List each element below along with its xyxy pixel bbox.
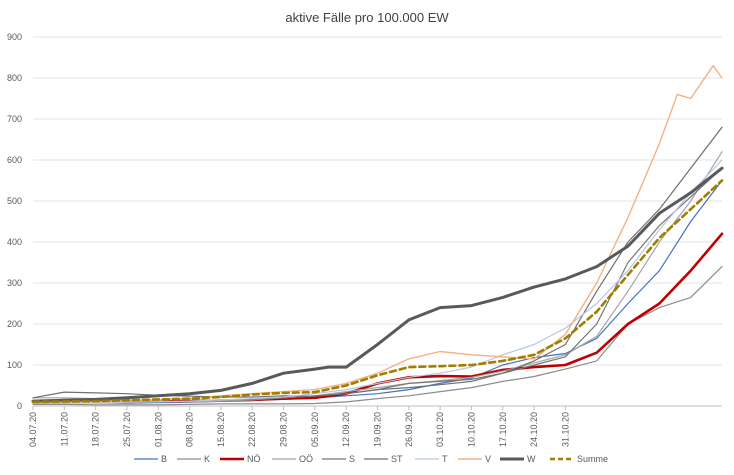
series-lines — [31, 65, 724, 406]
x-tick-label: 05.09.20 — [310, 412, 320, 447]
series-line-Summe — [31, 179, 724, 404]
y-tick-label: 500 — [7, 196, 22, 206]
x-tick-label: 04.07.20 — [28, 412, 38, 447]
x-tick-label: 12.09.20 — [341, 412, 351, 447]
y-axis-ticks: 0 100 200 300 400 500 600 700 800 900 — [7, 32, 22, 411]
legend-label-Summe: Summe — [577, 454, 608, 464]
y-tick-label: 200 — [7, 319, 22, 329]
y-tick-label: 600 — [7, 155, 22, 165]
x-tick-label: 11.07.20 — [59, 412, 69, 446]
y-tick-label: 100 — [7, 360, 22, 370]
x-tick-label: 17.10.20 — [498, 412, 508, 447]
legend-label-S: S — [349, 454, 355, 464]
series-line-V — [32, 65, 723, 403]
legend-label-V: V — [485, 454, 491, 464]
x-tick-label: 08.08.20 — [185, 412, 195, 447]
gridlines — [33, 36, 722, 407]
chart-title: aktive Fälle pro 100.000 EW — [285, 10, 449, 25]
x-tick-label: 01.08.20 — [153, 412, 163, 447]
legend-label-W: W — [527, 454, 536, 464]
legend-label-ST: ST — [391, 454, 403, 464]
x-tick-label: 18.07.20 — [91, 412, 101, 447]
x-axis-ticks: 04.07.20 11.07.20 18.07.20 25.07.20 01.08.20… — [28, 406, 570, 447]
legend: B K NÖ OÖ S ST T V W Summe — [134, 454, 608, 464]
legend-label-B: B — [161, 454, 167, 464]
y-tick-label: 900 — [7, 32, 22, 42]
series-line-OÖ — [32, 151, 723, 403]
x-tick-label: 24.10.20 — [529, 412, 539, 447]
y-tick-label: 700 — [7, 114, 22, 124]
y-tick-label: 400 — [7, 237, 22, 247]
y-tick-label: 0 — [17, 401, 22, 411]
x-tick-label: 15.08.20 — [216, 412, 226, 447]
series-line-W — [31, 166, 724, 403]
x-tick-label: 10.10.20 — [466, 412, 476, 447]
x-tick-label: 19.09.20 — [373, 412, 383, 447]
legend-label-K: K — [204, 454, 210, 464]
series-line-K — [32, 266, 723, 406]
y-tick-label: 300 — [7, 278, 22, 288]
series-line-ST — [32, 126, 723, 399]
legend-label-NÖ: NÖ — [247, 454, 261, 464]
x-tick-label: 22.08.20 — [247, 412, 257, 447]
series-line-B — [32, 179, 723, 404]
x-tick-label: 03.10.20 — [435, 412, 445, 447]
x-tick-label: 25.07.20 — [122, 412, 132, 447]
series-line-T — [32, 159, 723, 404]
x-tick-label: 26.09.20 — [404, 412, 414, 447]
legend-label-T: T — [442, 454, 448, 464]
x-tick-label: 29.08.20 — [279, 412, 289, 447]
series-line-NÖ — [31, 232, 724, 404]
legend-label-OÖ: OÖ — [299, 454, 313, 464]
y-tick-label: 800 — [7, 73, 22, 83]
x-tick-label: 31.10.20 — [560, 412, 570, 447]
